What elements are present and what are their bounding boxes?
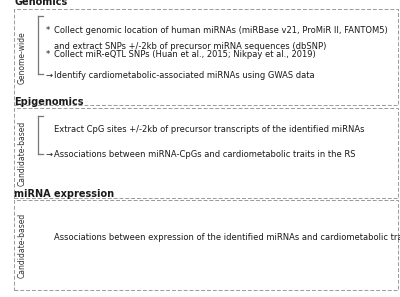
Text: Associations between expression of the identified miRNAs and cardiometabolic tra: Associations between expression of the i… (54, 233, 400, 242)
Text: *: * (46, 50, 50, 59)
Text: Genome-wide: Genome-wide (18, 31, 26, 83)
Text: Extract CpG sites +/-2kb of precursor transcripts of the identified miRNAs: Extract CpG sites +/-2kb of precursor tr… (54, 125, 364, 134)
Text: Collect miR-eQTL SNPs (Huan et al., 2015; Nikpay et al., 2019): Collect miR-eQTL SNPs (Huan et al., 2015… (54, 50, 316, 59)
Text: *: * (46, 26, 50, 35)
Text: Candidate-based: Candidate-based (18, 212, 26, 278)
Text: and extract SNPs +/-2kb of precursor miRNA sequences (dbSNP): and extract SNPs +/-2kb of precursor miR… (54, 42, 326, 51)
Text: Candidate-based: Candidate-based (18, 120, 26, 186)
Text: Associations between miRNA-CpGs and cardiometabolic traits in the RS: Associations between miRNA-CpGs and card… (54, 150, 356, 159)
Text: →: → (46, 150, 53, 159)
Text: →: → (46, 71, 53, 80)
Text: miRNA expression: miRNA expression (14, 189, 114, 199)
Text: Genomics: Genomics (14, 0, 67, 7)
Text: Epigenomics: Epigenomics (14, 97, 84, 107)
Text: Collect genomic location of human miRNAs (miRBase v21, ProMiR II, FANTOM5): Collect genomic location of human miRNAs… (54, 26, 388, 35)
Text: Identify cardiometabolic-associated miRNAs using GWAS data: Identify cardiometabolic-associated miRN… (54, 71, 315, 80)
